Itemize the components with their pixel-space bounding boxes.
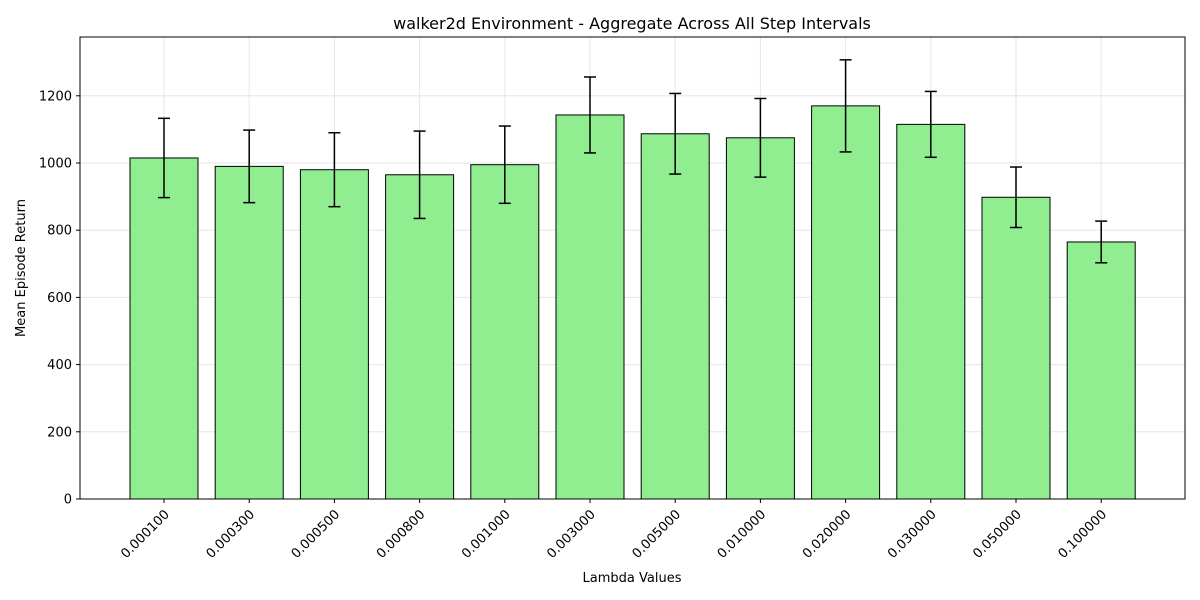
x-tick-label: 0.000500 <box>289 507 343 561</box>
y-tick-label: 400 <box>47 358 72 373</box>
error-bar-0.003000 <box>584 76 596 154</box>
y-tick-label: 800 <box>47 224 72 239</box>
plot-frame <box>79 36 1186 500</box>
y-tick-label: 1200 <box>39 89 72 104</box>
error-bar-0.000500 <box>328 132 341 208</box>
error-bars <box>158 59 1108 264</box>
x-tick-label: 0.100000 <box>1056 507 1110 561</box>
bar-0.003000 <box>555 114 625 500</box>
bar-0.000300 <box>214 165 284 500</box>
x-tick-label: 0.030000 <box>885 507 939 561</box>
x-tick-label: 0.003000 <box>544 507 598 561</box>
y-tick-label: 1000 <box>39 157 72 172</box>
error-bar-0.000100 <box>158 117 170 199</box>
bar-0.001000 <box>470 164 540 500</box>
x-axis-ticks: 0.000100 0.000300 0.000500 0.000800 0.001000… <box>118 499 1110 562</box>
y-tick-label: 0 <box>64 493 72 508</box>
x-axis-label: Lambda Values <box>583 571 682 586</box>
y-axis-label: Mean Episode Return <box>14 199 29 337</box>
error-bar-0.001000 <box>498 125 511 205</box>
x-tick-label: 0.010000 <box>715 507 769 561</box>
bar-0.010000 <box>725 137 795 500</box>
x-tick-label: 0.050000 <box>970 507 1024 561</box>
error-bar-0.005000 <box>669 92 682 175</box>
bar-0.030000 <box>896 123 966 500</box>
error-bar-0.050000 <box>1010 166 1022 229</box>
x-tick-label: 0.020000 <box>800 507 854 561</box>
x-tick-label: 0.000300 <box>204 507 258 561</box>
error-bar-0.000300 <box>243 129 256 204</box>
error-bar-0.030000 <box>924 90 937 159</box>
y-axis-ticks: 0 200 400 600 800 1000 1200 <box>39 89 80 508</box>
x-tick-label: 0.001000 <box>459 507 513 561</box>
bar-0.000100 <box>129 157 199 500</box>
bar-0.000800 <box>385 174 455 500</box>
error-bar-0.020000 <box>839 59 852 153</box>
bar-0.005000 <box>640 133 710 500</box>
bar-0.050000 <box>981 196 1051 500</box>
bar-0.000500 <box>299 169 369 500</box>
bars <box>129 105 1136 500</box>
bar-0.100000 <box>1066 241 1136 500</box>
error-bar-0.010000 <box>754 97 767 178</box>
y-tick-label: 600 <box>47 291 72 306</box>
y-tick-label: 200 <box>47 425 72 440</box>
error-bar-0.000800 <box>413 130 426 220</box>
bar-0.020000 <box>811 105 881 500</box>
x-tick-label: 0.000800 <box>374 507 428 561</box>
x-tick-label: 0.005000 <box>630 507 684 561</box>
chart-title: walker2d Environment - Aggregate Across … <box>393 14 871 33</box>
x-tick-label: 0.000100 <box>118 507 172 561</box>
error-bar-0.100000 <box>1095 220 1108 264</box>
